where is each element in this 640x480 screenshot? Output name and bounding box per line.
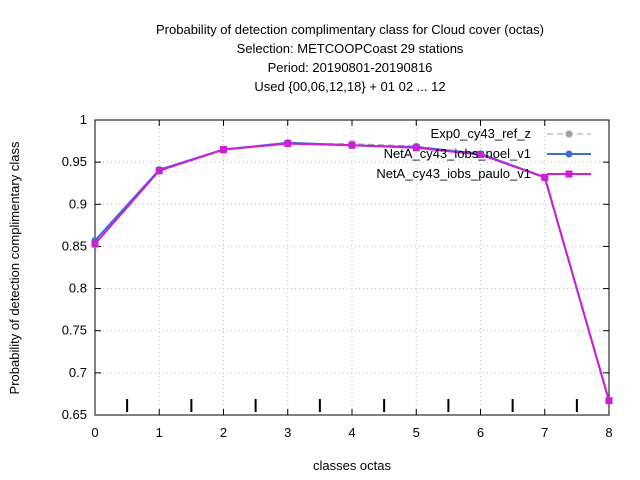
y-tick-label: 0.9 — [69, 196, 87, 211]
legend-label: NetA_cy43_iobs_paulo_v1 — [376, 166, 531, 181]
title-line-4: Used {00,06,12,18} + 01 02 ... 12 — [254, 79, 445, 94]
x-tick-label: 8 — [605, 425, 612, 440]
y-tick-label: 0.85 — [62, 238, 87, 253]
y-tick-label: 0.65 — [62, 407, 87, 422]
data-point — [91, 240, 99, 248]
y-tick-label: 0.75 — [62, 323, 87, 338]
chart-title: Probability of detection complimentary c… — [156, 22, 544, 94]
title-line-2: Selection: METCOOPCoast 29 stations — [237, 41, 464, 56]
y-axis-label: Probability of detection complimentary c… — [7, 141, 22, 394]
y-tick-label: 0.95 — [62, 154, 87, 169]
data-point — [605, 397, 613, 405]
data-point — [284, 140, 292, 148]
legend-swatch-marker — [565, 170, 573, 178]
x-axis-ticks: 0 1 2 3 4 5 6 7 8 — [91, 120, 613, 440]
y-tick-label: 0.8 — [69, 281, 87, 296]
class-separators — [126, 399, 578, 412]
y-tick-label: 1 — [80, 112, 87, 127]
legend-label: NetA_cy43_iobs_noel_v1 — [384, 146, 531, 161]
legend-swatch-marker — [565, 150, 573, 158]
series-group — [91, 139, 613, 405]
title-line-3: Period: 20190801-20190816 — [268, 60, 433, 75]
x-tick-label: 4 — [348, 425, 355, 440]
x-tick-label: 7 — [541, 425, 548, 440]
data-point — [220, 146, 227, 153]
title-line-1: Probability of detection complimentary c… — [156, 22, 544, 37]
grid — [95, 120, 609, 415]
series-line — [94, 141, 610, 401]
x-tick-label: 6 — [477, 425, 484, 440]
y-axis-ticks: 0.65 0.7 0.75 0.8 0.85 0.9 0.95 1 — [62, 112, 609, 422]
data-point — [541, 173, 549, 181]
x-tick-label: 5 — [413, 425, 420, 440]
x-axis-label: classes octas — [313, 458, 392, 473]
legend-swatch-marker — [565, 130, 573, 138]
x-tick-label: 3 — [284, 425, 291, 440]
x-tick-label: 1 — [156, 425, 163, 440]
x-tick-label: 0 — [91, 425, 98, 440]
data-point — [348, 141, 356, 149]
legend-label: Exp0_cy43_ref_z — [431, 126, 531, 141]
data-point — [155, 167, 163, 175]
data-point — [477, 151, 484, 159]
x-tick-label: 2 — [220, 425, 227, 440]
legend: Exp0_cy43_ref_z NetA_cy43_iobs_noel_v1 Net… — [376, 126, 591, 181]
data-point — [412, 144, 420, 152]
y-tick-label: 0.7 — [69, 365, 87, 380]
